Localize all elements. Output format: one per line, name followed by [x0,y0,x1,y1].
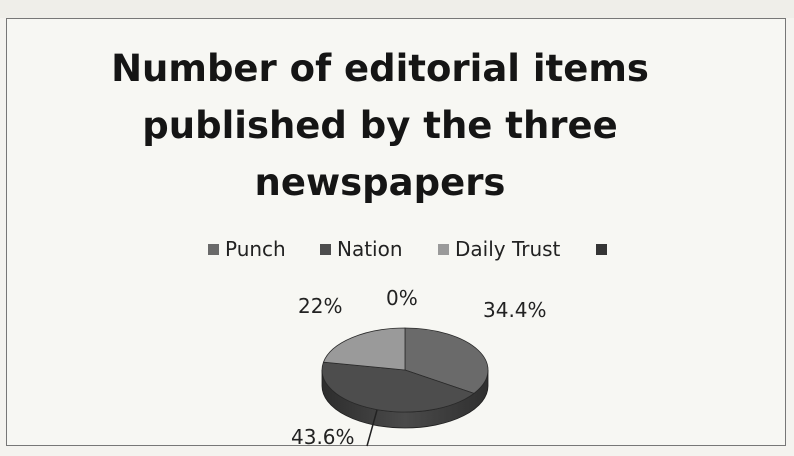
pie-slice-daily-trust [322,327,406,371]
scan-top-edge [0,0,794,18]
legend-item-blank [596,234,613,264]
legend-swatch-punch [208,243,219,255]
pie-slice-nation [321,361,475,413]
data-label-punch: 34.4% [483,298,547,322]
chart-title: Number of editorial items published by t… [111,47,649,204]
data-label-daily-trust: 22% [298,294,343,318]
data-label-nation: 43.6% [291,425,355,449]
chart-legend: Punch Nation Daily Trust [208,234,628,264]
legend-swatch-daily-trust [438,243,449,255]
leader-line-nation [366,409,378,447]
legend-swatch-blank [596,243,607,255]
legend-item-nation: Nation [320,234,403,264]
legend-label-nation: Nation [337,237,403,261]
legend-label-punch: Punch [225,237,286,261]
data-label-blank: 0% [386,286,418,310]
pie-slices [321,327,489,429]
legend-item-daily-trust: Daily Trust [438,234,560,264]
pie-slice-punch [404,327,489,394]
legend-item-punch: Punch [208,234,286,264]
legend-label-daily-trust: Daily Trust [455,237,561,261]
legend-swatch-nation [320,243,331,255]
